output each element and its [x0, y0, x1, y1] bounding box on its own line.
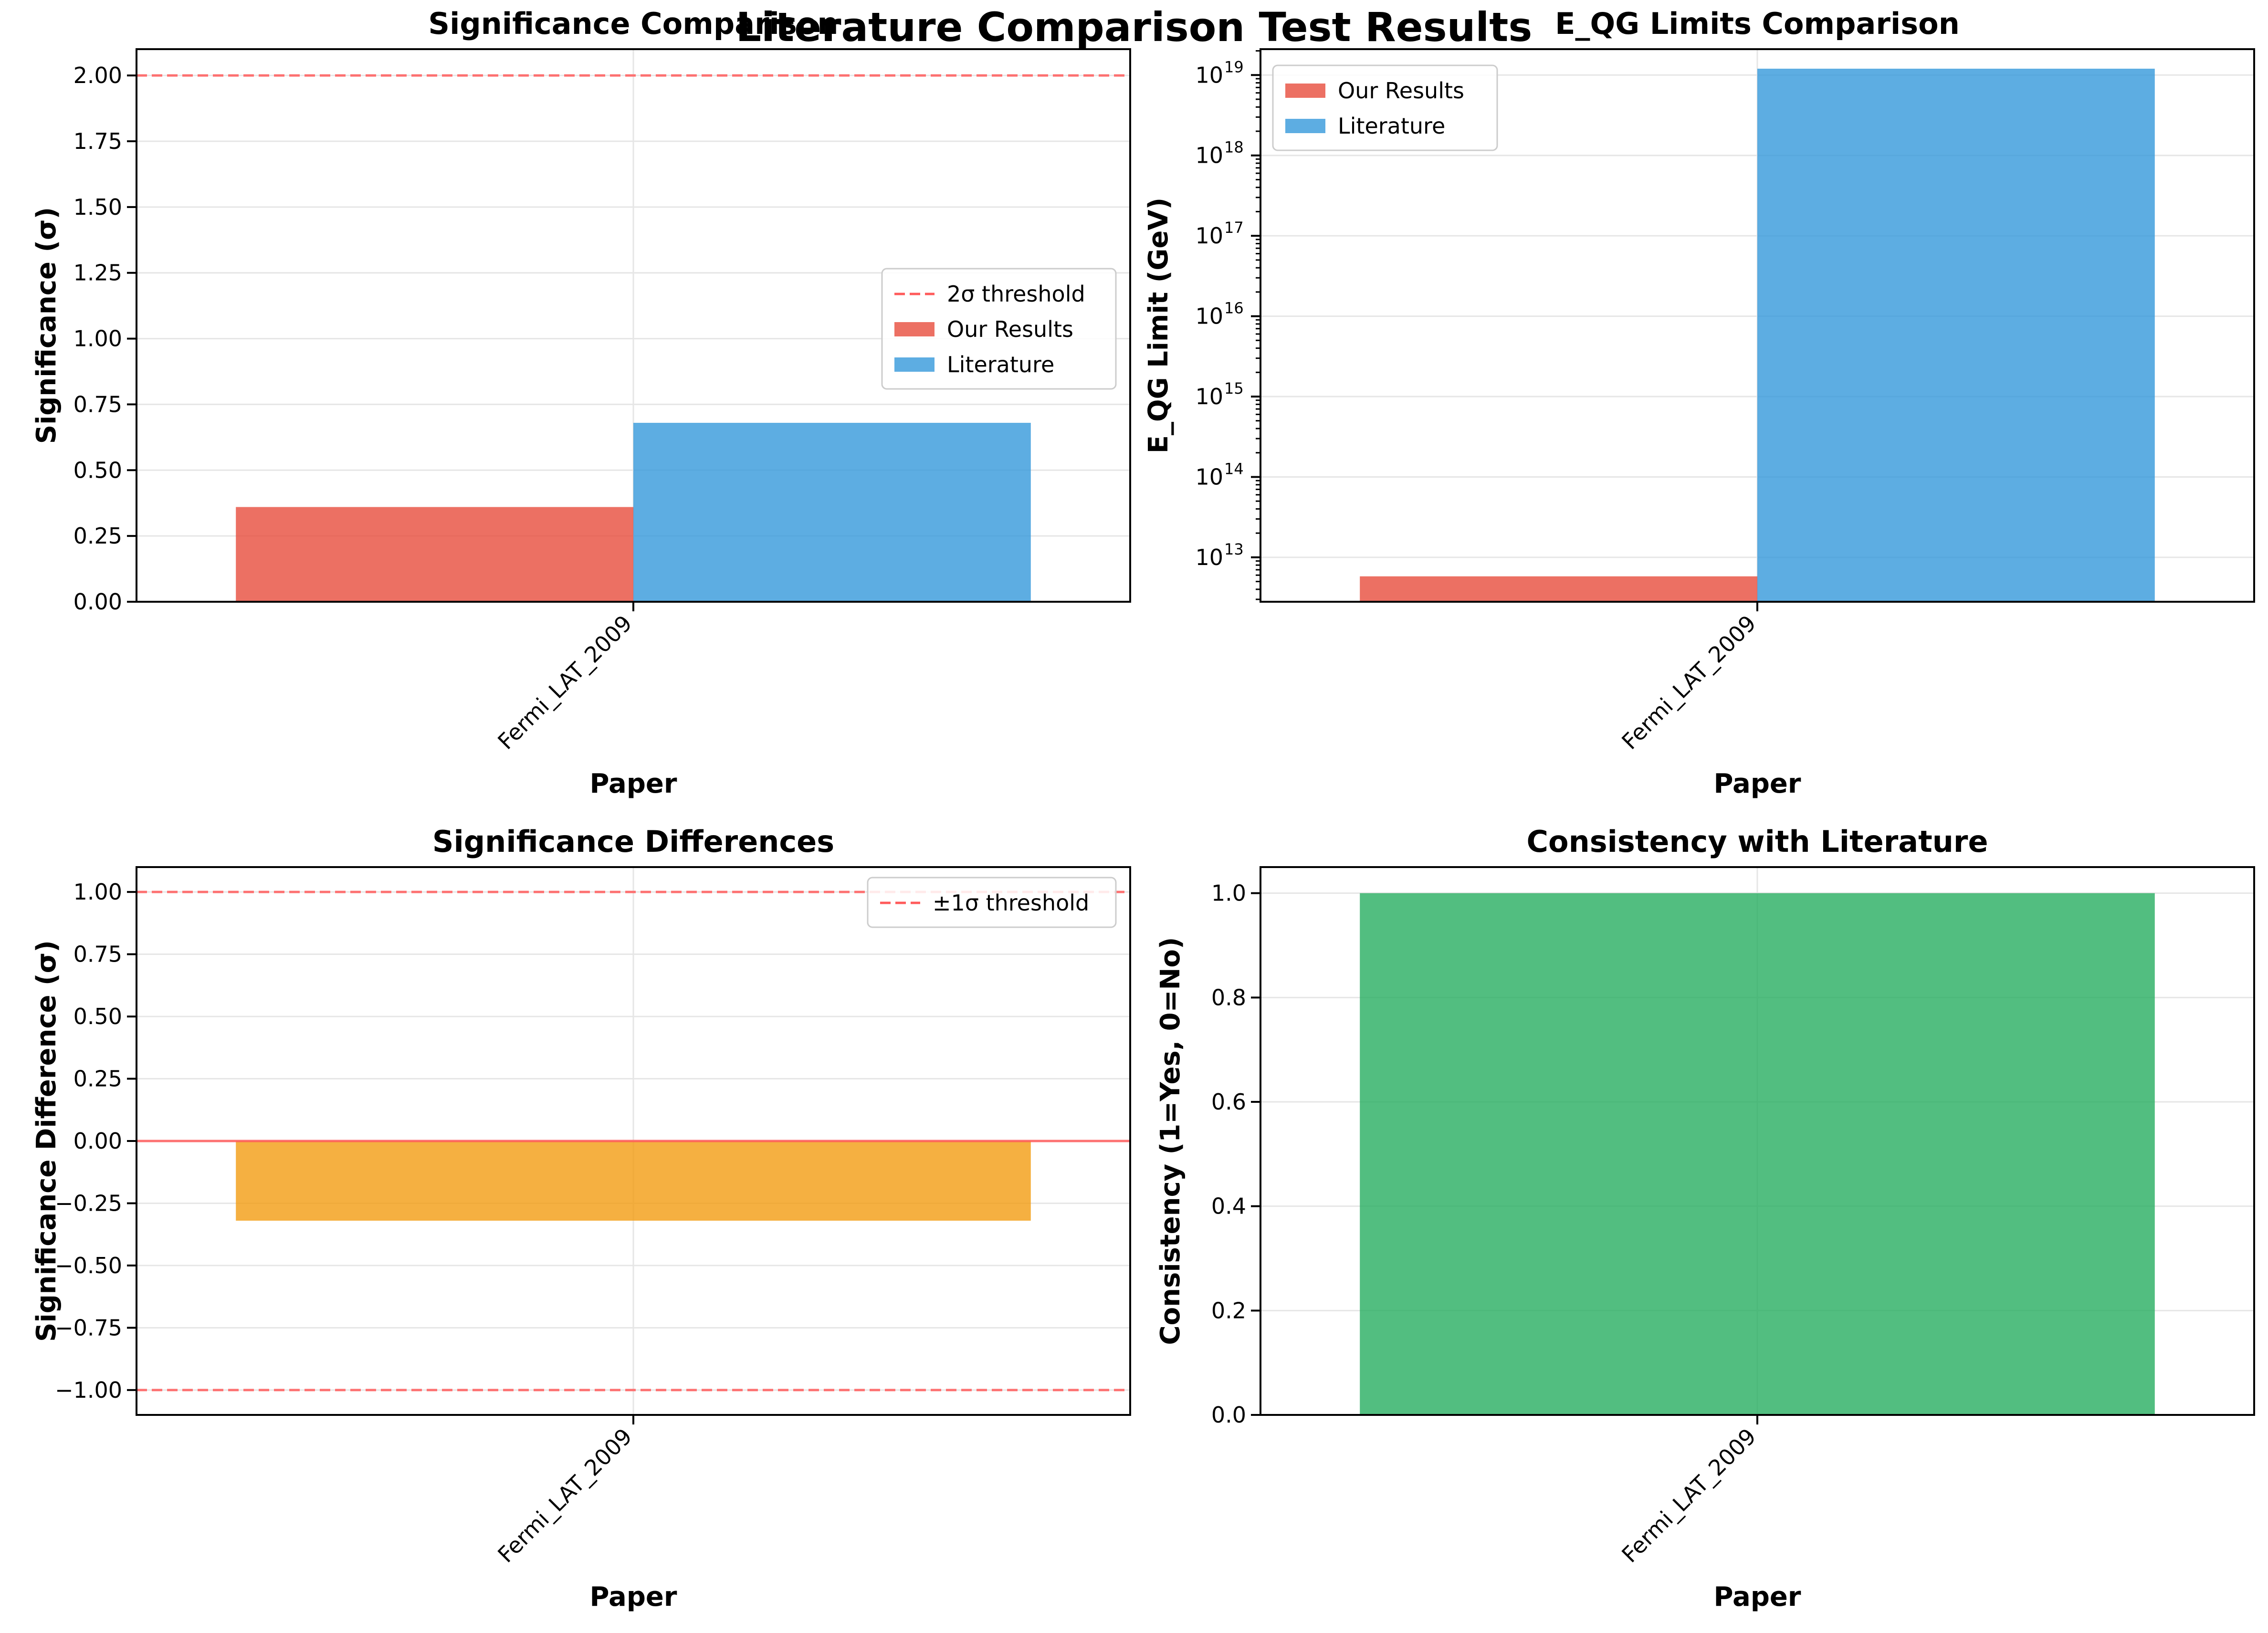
x-axis-label: Paper [1713, 768, 1801, 799]
y-tick-label: −0.25 [55, 1190, 122, 1216]
y-tick-label: 0.8 [1211, 984, 1246, 1010]
y-tick-label: 1.25 [74, 260, 122, 286]
y-tick-label: 1.00 [74, 879, 122, 905]
legend-label: Our Results [947, 316, 1073, 342]
chart-panel-4: 0.0 0.2 0.4 0.6 0.8 1.0 Fermi_LAT_2009 Consiste… [1155, 824, 2255, 1612]
y-tick-label: 0.75 [74, 942, 122, 967]
y-axis-label: Consistency (1=Yes, 0=No) [1155, 937, 1186, 1345]
bar-our-results-Fermi_LAT_2009 [1360, 576, 1757, 602]
chart-panel-1: 0.00 0.25 0.50 0.75 1.00 1.25 1.50 1.75 2.00 Ferm… [31, 6, 1131, 799]
y-tick-label: 1.0 [1211, 880, 1246, 906]
legend-label: Literature [1338, 113, 1445, 139]
legend-bar-swatch [894, 357, 934, 372]
y-tick-label: −0.50 [55, 1253, 122, 1278]
y-tick-label: 10 [1195, 544, 1223, 570]
y-tick-label: 0.00 [74, 1128, 122, 1154]
y-tick-label: 0.25 [74, 1066, 122, 1092]
bar-literature-Fermi_LAT_2009 [633, 423, 1031, 602]
legend-box [1272, 64, 1498, 151]
y-tick-exponent: 17 [1224, 219, 1244, 237]
x-axis-label: Paper [1713, 1581, 1801, 1612]
y-tick-exponent: 19 [1224, 58, 1244, 76]
y-axis-label: Significance Difference (σ) [31, 940, 62, 1342]
x-tick-label: Fermi_LAT_2009 [493, 610, 637, 754]
y-tick-label: 2.00 [74, 63, 122, 88]
chart-title: E_QG Limits Comparison [1555, 6, 1960, 41]
legend: 2σ threshold Our Results Literature [881, 268, 1117, 390]
y-tick-exponent: 14 [1224, 460, 1244, 478]
legend-box [881, 268, 1117, 390]
y-tick-label: 0.4 [1211, 1193, 1246, 1219]
legend-label: Our Results [1338, 78, 1464, 104]
y-tick-label: 1.50 [74, 194, 122, 220]
y-tick-label: 10 [1195, 62, 1223, 88]
y-tick-label: 0.25 [74, 523, 122, 549]
y-tick-label: 10 [1195, 143, 1223, 168]
y-tick-exponent: 18 [1224, 138, 1244, 157]
y-tick-label: −0.75 [55, 1315, 122, 1340]
legend-label: ±1σ threshold [933, 890, 1089, 916]
legend-box [867, 877, 1117, 928]
y-tick-label: 10 [1195, 464, 1223, 490]
bar-our-results-Fermi_LAT_2009 [236, 507, 633, 602]
y-tick-label: 0.6 [1211, 1089, 1246, 1115]
y-tick-label: 0.0 [1211, 1402, 1246, 1428]
y-tick-label: 10 [1195, 223, 1223, 249]
x-tick-label: Fermi_LAT_2009 [1617, 1424, 1761, 1568]
legend-bar-swatch [894, 322, 934, 336]
legend: ±1σ threshold [867, 877, 1117, 928]
x-axis-label: Paper [589, 768, 677, 799]
bar-value-Fermi_LAT_2009 [1360, 893, 2155, 1415]
y-tick-label: 0.50 [74, 1004, 122, 1029]
y-tick-label: 10 [1195, 384, 1223, 409]
legend-bar-swatch [1285, 119, 1325, 133]
legend: Our Results Literature [1272, 64, 1498, 151]
figure-suptitle: Literature Comparison Test Results [736, 4, 1533, 51]
y-tick-label: 1.75 [74, 128, 122, 154]
x-tick-label: Fermi_LAT_2009 [493, 1424, 637, 1568]
y-tick-label: −1.00 [55, 1377, 122, 1403]
y-axis-label: E_QG Limit (GeV) [1143, 198, 1174, 453]
y-tick-label: 10 [1195, 304, 1223, 329]
y-tick-label: 0.2 [1211, 1298, 1246, 1323]
y-axis-label: Significance (σ) [31, 207, 62, 444]
x-axis-label: Paper [589, 1581, 677, 1612]
y-tick-exponent: 16 [1224, 299, 1244, 317]
chart-title: Significance Differences [432, 824, 834, 859]
chart-title: Significance Comparison [428, 6, 838, 41]
y-tick-label: 0.50 [74, 457, 122, 483]
y-tick-label: 1.00 [74, 326, 122, 352]
y-tick-exponent: 15 [1224, 379, 1244, 398]
legend-label: Literature [947, 352, 1054, 377]
legend-label: 2σ threshold [947, 281, 1085, 307]
chart-panel-3: −1.00 −0.75 −0.50 −0.25 0.00 0.25 0.50 0.75 1.00… [31, 824, 1131, 1612]
bar-literature-Fermi_LAT_2009 [1757, 68, 2155, 602]
y-tick-exponent: 13 [1224, 540, 1244, 558]
bar-value-Fermi_LAT_2009 [236, 1141, 1031, 1221]
legend-bar-swatch [1285, 84, 1325, 98]
chart-title: Consistency with Literature [1526, 824, 1988, 859]
y-tick-label: 0.00 [74, 589, 122, 615]
x-tick-label: Fermi_LAT_2009 [1617, 610, 1761, 754]
y-tick-label: 0.75 [74, 391, 122, 417]
